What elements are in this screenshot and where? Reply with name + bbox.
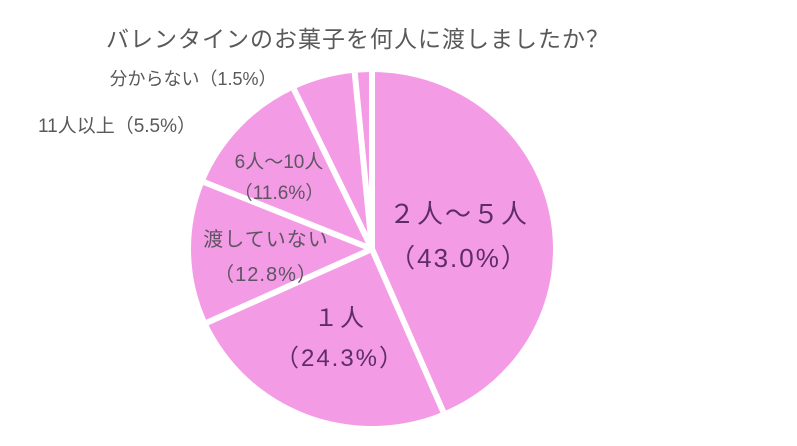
pie-slice bbox=[191, 182, 372, 323]
slice-divider bbox=[351, 72, 375, 250]
pie-label-category: ２人～５人 bbox=[388, 199, 530, 229]
slice-divider bbox=[206, 246, 374, 326]
pie-label-percent: （11.6%） bbox=[233, 183, 325, 204]
pie-slice bbox=[204, 89, 372, 249]
pie-slice bbox=[207, 249, 444, 426]
pie-label-outside: 11人以上（5.5%） bbox=[37, 116, 197, 137]
pie-label-category: 渡していない bbox=[203, 229, 329, 251]
slice-divider bbox=[203, 179, 374, 252]
pie-label-percent: （12.8%） bbox=[214, 264, 318, 286]
slice-divider bbox=[291, 87, 375, 251]
pie-label-category: １人 bbox=[314, 305, 366, 332]
pie-label-inside: １人 （24.3%） bbox=[275, 299, 405, 379]
pie-label-category: 6人～10人 bbox=[234, 152, 324, 173]
chart-title: バレンタインのお菓子を何人に渡しましたか？ bbox=[106, 26, 610, 52]
pie-label-percent: （24.3%） bbox=[274, 345, 406, 372]
pie-label-outside: 分からない（1.5%） bbox=[109, 69, 277, 89]
pie-label-inside: ２人～５人 （43.0%） bbox=[389, 192, 529, 280]
pie-label-percent: （43.0%） bbox=[389, 243, 529, 273]
pie-label-inside: 6人～10人 （11.6%） bbox=[234, 147, 324, 209]
slice-divider bbox=[369, 247, 446, 413]
pie-slice bbox=[372, 72, 553, 412]
pie-label-inside: 渡していない （12.8%） bbox=[203, 223, 328, 293]
